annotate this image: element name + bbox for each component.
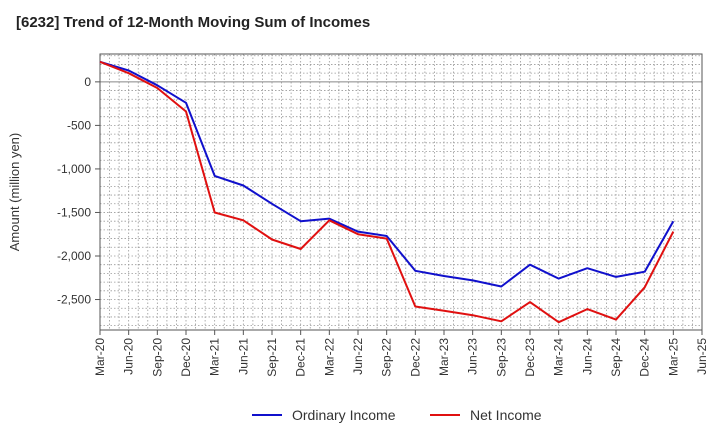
x-tick-label: Jun-25 (695, 338, 709, 375)
y-tick-label: -500 (67, 118, 91, 132)
x-tick-label: Sep-21 (265, 338, 279, 377)
y-axis-label: Amount (million yen) (7, 133, 22, 252)
x-tick-label: Sep-24 (609, 338, 623, 377)
chart-title: [6232] Trend of 12-Month Moving Sum of I… (16, 14, 371, 31)
plot-frame (99, 53, 703, 331)
x-tick-label: Mar-24 (552, 338, 566, 376)
x-tick-label: Sep-20 (150, 338, 164, 377)
x-axis-ticks: Mar-20 Jun-20 Sep-20 Dec-20 Mar-21 Jun-21 Sep-… (93, 330, 709, 377)
x-tick-label: Mar-20 (93, 338, 107, 376)
x-tick-label: Sep-22 (380, 338, 394, 377)
x-tick-label: Mar-21 (208, 338, 222, 376)
x-tick-label: Dec-21 (294, 338, 308, 377)
series-line-ordinary-income (99, 60, 675, 288)
legend-label-net-income: Net Income (470, 407, 542, 423)
x-tick-label: Jun-22 (351, 338, 365, 375)
y-tick-label: 0 (84, 75, 91, 89)
x-tick-label: Jun-23 (466, 338, 480, 375)
y-tick-label: -1,000 (57, 162, 91, 176)
series-line-net-income (99, 60, 675, 324)
x-tick-label: Dec-20 (179, 338, 193, 377)
y-tick-label: -2,500 (57, 293, 91, 307)
x-tick-label: Mar-22 (322, 338, 336, 376)
legend-label-ordinary-income: Ordinary Income (292, 407, 396, 423)
x-tick-label: Dec-24 (638, 338, 652, 377)
x-tick-label: Jun-21 (236, 338, 250, 375)
x-tick-label: Jun-20 (122, 338, 136, 375)
x-tick-label: Mar-23 (437, 338, 451, 376)
x-tick-label: Mar-25 (666, 338, 680, 376)
legend: Ordinary Income Net Income (252, 407, 542, 423)
x-tick-label: Jun-24 (580, 338, 594, 375)
y-tick-label: -2,000 (57, 249, 91, 263)
grid-layer (100, 54, 702, 330)
x-tick-label: Sep-23 (494, 338, 508, 377)
x-tick-label: Dec-23 (523, 338, 537, 377)
y-axis-ticks: 0 -500 -1,000 -1,500 -2,000 -2,500 (57, 75, 100, 307)
y-tick-label: -1,500 (57, 205, 91, 219)
series-layer (99, 60, 675, 324)
x-tick-label: Dec-22 (408, 338, 422, 377)
